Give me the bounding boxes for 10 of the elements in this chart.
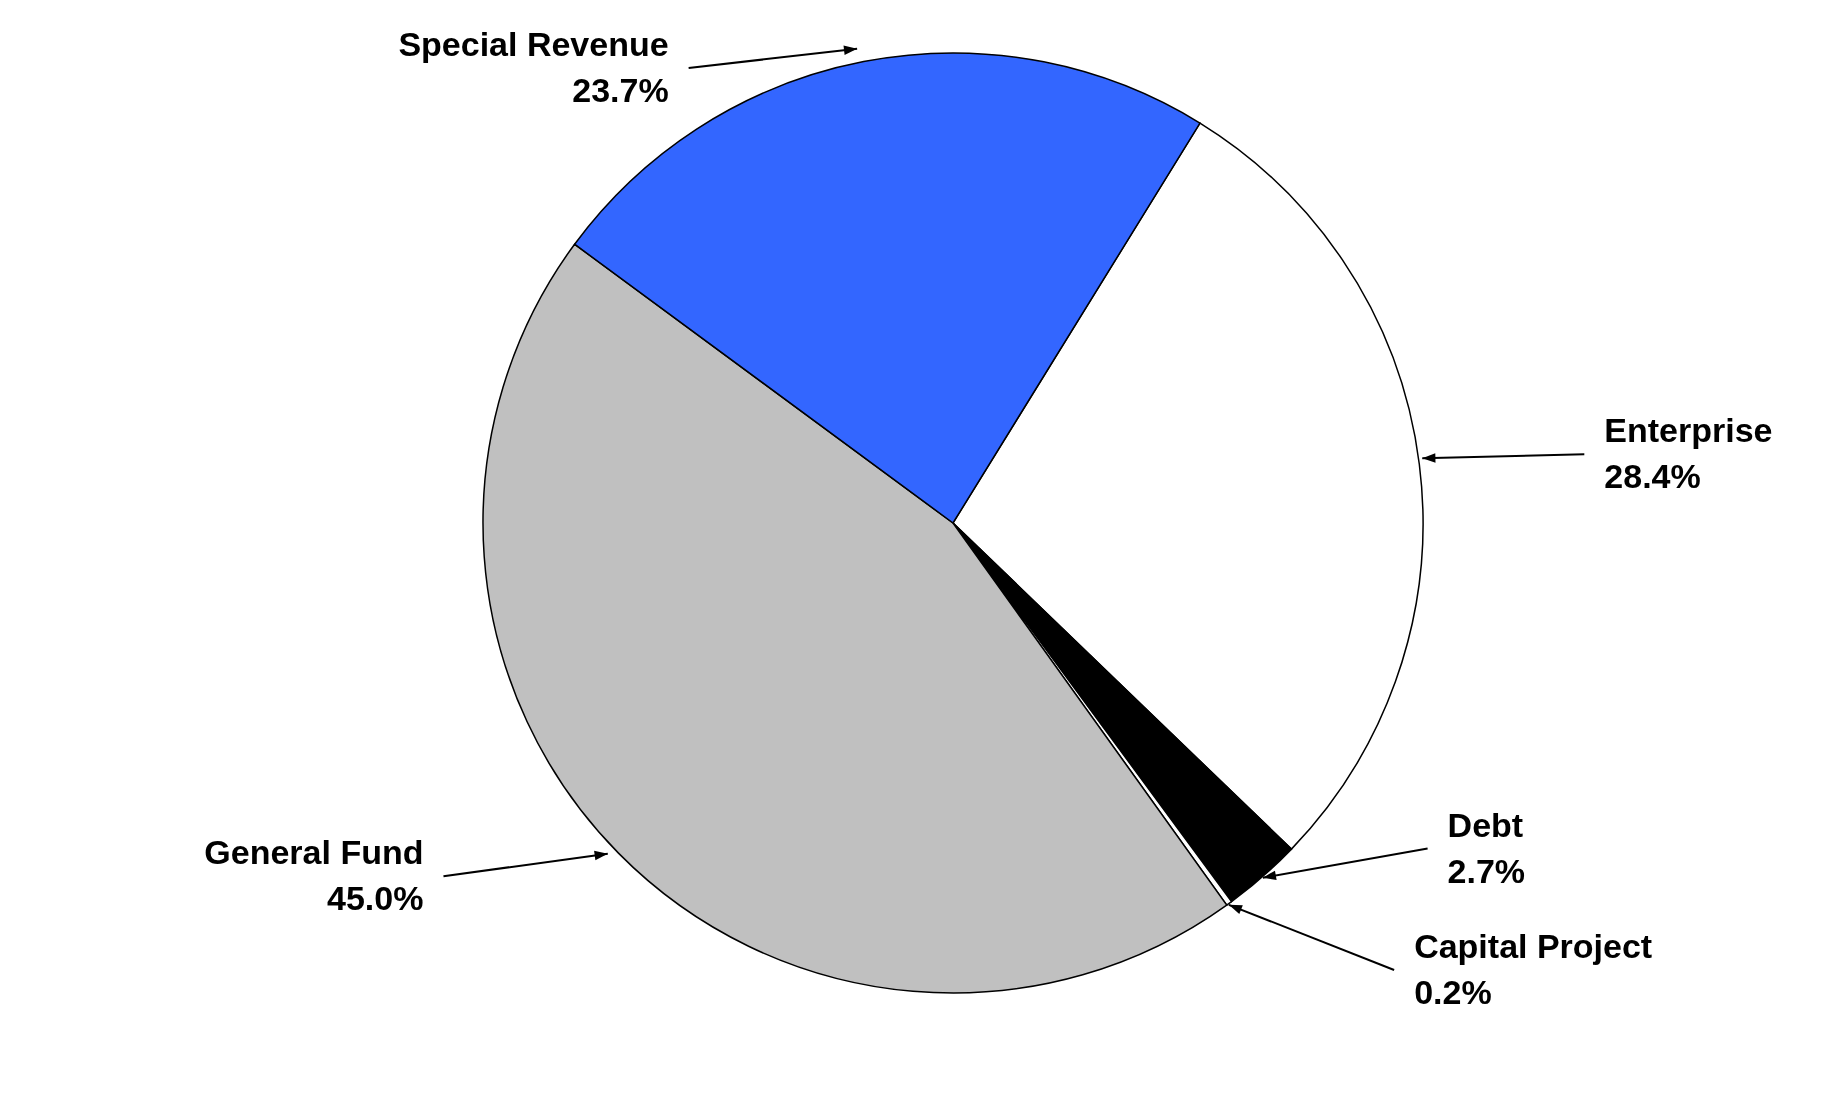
slice-label: Debt (1447, 805, 1524, 844)
data-label: 28.4% (1604, 457, 1701, 496)
data-label: 45.0% (327, 879, 424, 918)
slice-label: Special Revenue (398, 25, 669, 63)
slice-label: Enterprise (1604, 411, 1773, 450)
data-label: 2.7% (1447, 851, 1526, 890)
data-label: 0.2% (1414, 973, 1492, 1012)
slice-label: General Fund (204, 833, 424, 872)
data-label: 23.7% (572, 71, 669, 109)
slice-label: Capital Project (1414, 927, 1653, 966)
